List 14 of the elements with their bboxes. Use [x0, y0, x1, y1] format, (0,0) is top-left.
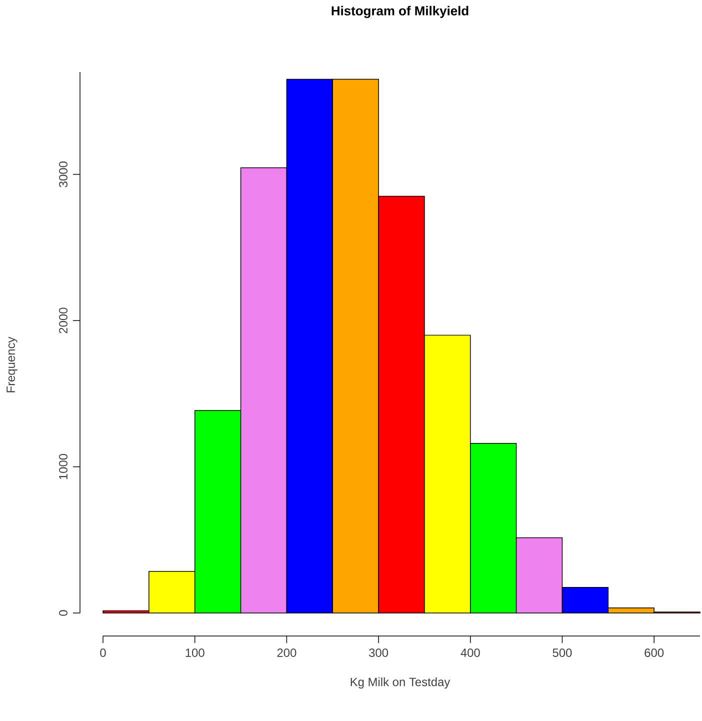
- x-tick-label: 100: [186, 648, 204, 657]
- x-tick-label: 300: [369, 648, 388, 657]
- y-tick-label: 1000: [59, 454, 68, 480]
- x-tick-label: 600: [644, 648, 664, 657]
- x-tick-label: 0: [100, 648, 106, 657]
- y-tick-label: 0: [59, 610, 68, 616]
- x-tick-label: 500: [552, 648, 572, 657]
- chart-title: Histogram of Milkyield: [332, 6, 468, 18]
- x-tick-label: 400: [460, 648, 480, 657]
- y-tick-label: 3000: [59, 162, 68, 188]
- y-tick-label: 2000: [59, 308, 68, 334]
- y-axis-title: Frequency: [6, 336, 18, 392]
- x-axis-title: Kg Milk on Testday: [350, 677, 450, 689]
- x-tick-label: 200: [277, 648, 296, 657]
